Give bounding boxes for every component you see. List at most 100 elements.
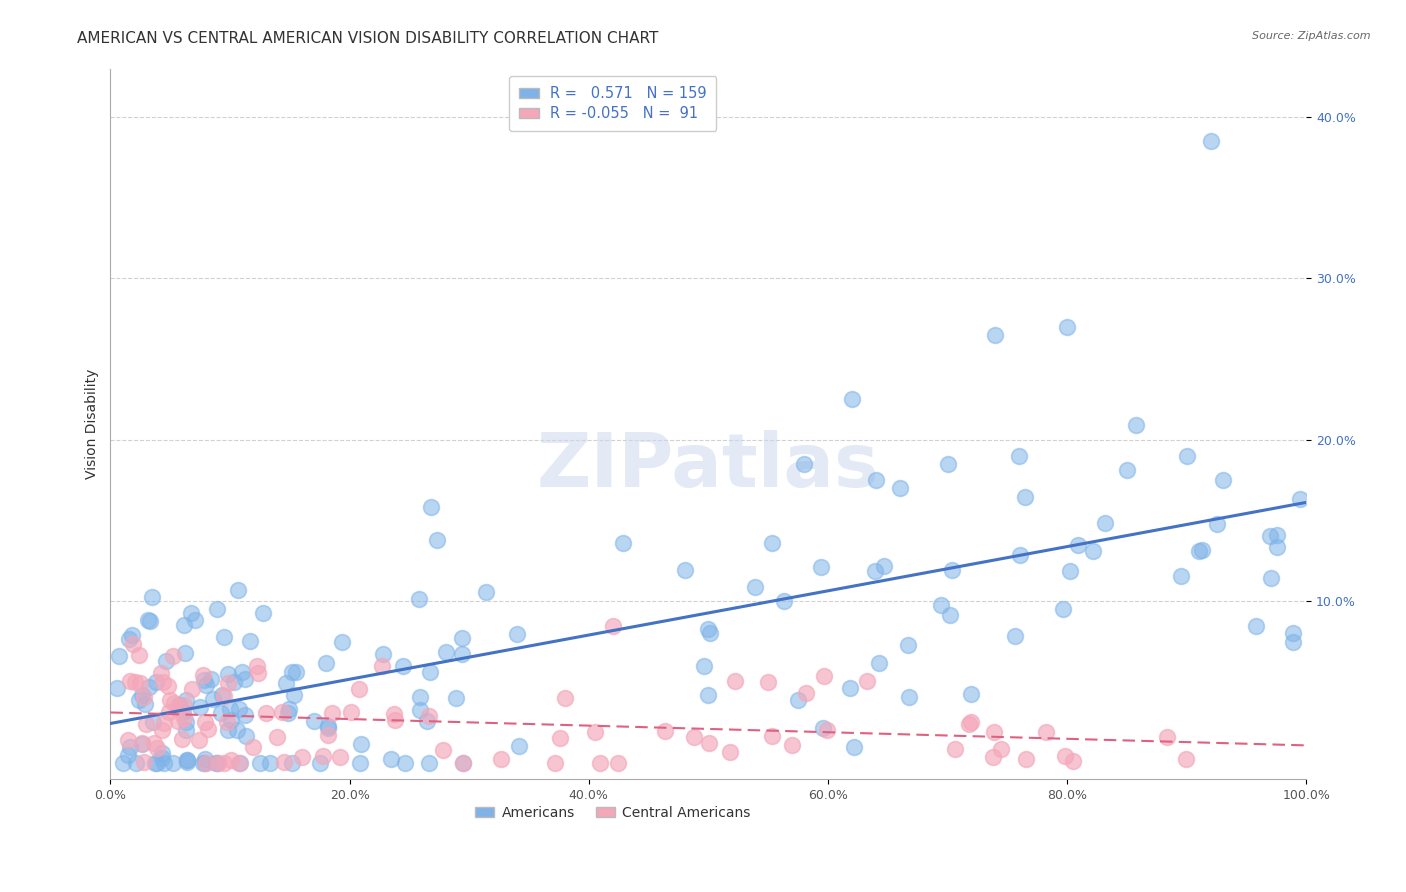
Point xyxy=(273,756,295,770)
Point xyxy=(217,723,239,738)
Point xyxy=(207,602,229,616)
Point xyxy=(193,668,215,682)
Point xyxy=(191,756,214,770)
Point xyxy=(1008,449,1031,463)
Point xyxy=(309,756,332,770)
Point xyxy=(283,688,305,702)
Point xyxy=(174,692,197,706)
Point xyxy=(195,756,218,770)
Point xyxy=(380,752,402,766)
Point xyxy=(207,756,229,770)
Point xyxy=(233,707,256,722)
Point xyxy=(152,715,174,730)
Point xyxy=(981,750,1004,764)
Point xyxy=(143,756,166,770)
Point xyxy=(118,739,141,754)
Point xyxy=(162,649,184,664)
Point xyxy=(135,716,157,731)
Point xyxy=(697,622,720,636)
Point xyxy=(773,594,796,608)
Point xyxy=(602,618,624,632)
Point xyxy=(1260,572,1282,586)
Point xyxy=(277,702,299,716)
Point xyxy=(277,706,299,720)
Point xyxy=(409,703,432,717)
Point xyxy=(1067,538,1090,552)
Point xyxy=(201,692,224,706)
Point xyxy=(1059,564,1081,578)
Point xyxy=(132,755,155,769)
Point xyxy=(451,756,474,770)
Point xyxy=(718,745,741,759)
Point xyxy=(1244,619,1267,633)
Point xyxy=(340,706,363,720)
Point xyxy=(350,737,373,751)
Point xyxy=(112,756,135,770)
Point xyxy=(108,649,131,664)
Point xyxy=(693,659,716,673)
Point xyxy=(167,714,190,729)
Point xyxy=(761,536,783,550)
Point xyxy=(142,736,165,750)
Point xyxy=(228,756,250,770)
Point xyxy=(349,756,371,770)
Point xyxy=(696,688,718,702)
Point xyxy=(543,756,565,770)
Point xyxy=(124,675,146,690)
Point xyxy=(212,689,235,703)
Point xyxy=(384,713,406,727)
Point xyxy=(215,714,238,729)
Point xyxy=(291,750,314,764)
Point xyxy=(302,714,325,728)
Point xyxy=(1282,635,1305,649)
Point xyxy=(371,659,394,673)
Point xyxy=(316,728,339,742)
Point xyxy=(180,682,202,697)
Point xyxy=(744,580,766,594)
Point xyxy=(856,674,879,689)
Point xyxy=(408,592,430,607)
Point xyxy=(142,714,165,729)
Point xyxy=(583,725,606,739)
Point xyxy=(347,681,370,696)
Point xyxy=(217,667,239,681)
Point xyxy=(983,725,1005,739)
Point xyxy=(162,756,184,770)
Point xyxy=(172,705,194,719)
Point xyxy=(839,681,862,695)
Point xyxy=(929,598,952,612)
Point xyxy=(506,627,529,641)
Point xyxy=(153,756,176,770)
Point xyxy=(612,535,634,549)
Point xyxy=(152,723,174,738)
Point xyxy=(136,613,159,627)
Point xyxy=(419,665,441,679)
Point xyxy=(1212,473,1234,487)
Point xyxy=(418,709,440,723)
Point xyxy=(990,742,1012,756)
Point xyxy=(200,672,222,686)
Point xyxy=(150,746,173,760)
Point xyxy=(222,675,245,690)
Point xyxy=(193,673,215,688)
Point xyxy=(654,724,676,739)
Point xyxy=(699,626,721,640)
Point xyxy=(1035,725,1057,739)
Point xyxy=(284,665,307,680)
Point xyxy=(1094,516,1116,530)
Point xyxy=(841,392,863,407)
Point xyxy=(138,614,160,628)
Point xyxy=(1191,543,1213,558)
Legend: Americans, Central Americans: Americans, Central Americans xyxy=(470,800,756,825)
Point xyxy=(432,743,454,757)
Point xyxy=(1004,629,1026,643)
Point xyxy=(228,701,250,715)
Point xyxy=(129,676,152,690)
Point xyxy=(207,756,229,770)
Point xyxy=(1282,626,1305,640)
Point xyxy=(155,654,177,668)
Point xyxy=(793,457,815,471)
Point xyxy=(231,665,253,679)
Point xyxy=(451,647,474,661)
Point xyxy=(673,562,696,576)
